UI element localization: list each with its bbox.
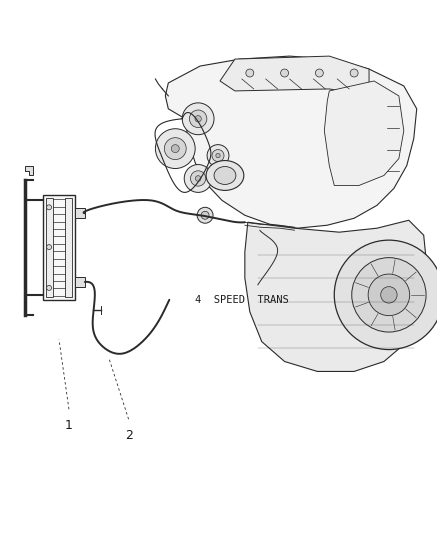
Bar	[46, 198, 53, 297]
Circle shape	[201, 211, 209, 219]
Bar	[75, 277, 85, 287]
Circle shape	[281, 69, 289, 77]
Circle shape	[352, 257, 426, 332]
Circle shape	[195, 176, 201, 181]
Circle shape	[197, 207, 213, 223]
Circle shape	[155, 129, 195, 168]
Ellipse shape	[206, 160, 244, 190]
Circle shape	[189, 110, 207, 127]
Circle shape	[381, 287, 397, 303]
Circle shape	[184, 165, 212, 192]
Circle shape	[334, 240, 438, 350]
Bar	[43, 196, 75, 300]
Polygon shape	[25, 166, 33, 175]
Bar	[75, 208, 85, 218]
Circle shape	[350, 69, 358, 77]
Polygon shape	[165, 56, 417, 228]
Circle shape	[46, 285, 52, 290]
Bar	[65, 198, 72, 297]
Circle shape	[246, 69, 254, 77]
Circle shape	[171, 144, 179, 152]
Circle shape	[212, 150, 224, 161]
Polygon shape	[220, 56, 369, 96]
Circle shape	[191, 171, 206, 186]
Text: 4  SPEED  TRANS: 4 SPEED TRANS	[195, 295, 289, 305]
Circle shape	[368, 274, 410, 316]
Circle shape	[182, 103, 214, 135]
Circle shape	[46, 205, 52, 210]
Polygon shape	[245, 220, 427, 372]
Circle shape	[46, 245, 52, 249]
Text: 2: 2	[125, 429, 133, 442]
Polygon shape	[324, 81, 404, 185]
Circle shape	[207, 144, 229, 166]
Text: 1: 1	[65, 419, 73, 432]
Ellipse shape	[214, 166, 236, 184]
Circle shape	[164, 138, 186, 159]
Circle shape	[315, 69, 323, 77]
Circle shape	[216, 154, 220, 158]
Circle shape	[195, 116, 201, 122]
